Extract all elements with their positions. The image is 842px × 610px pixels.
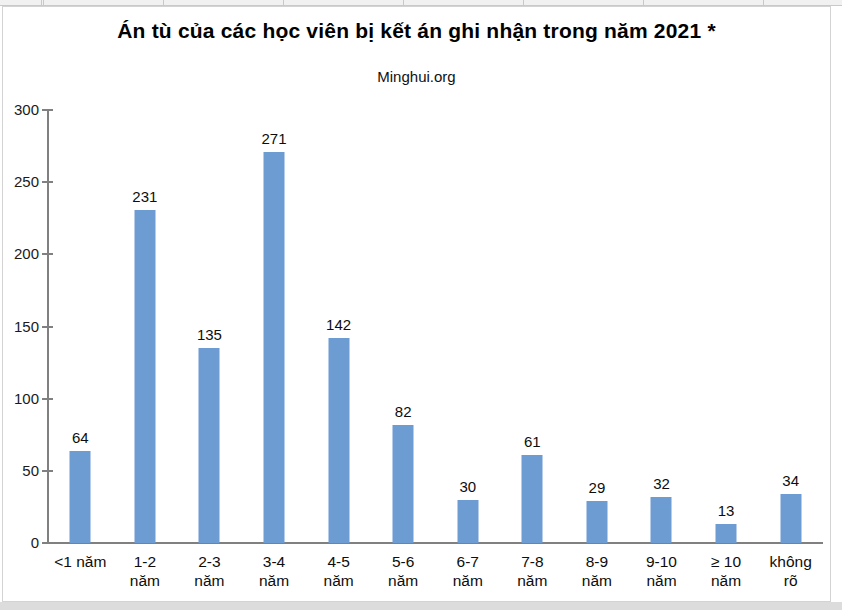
y-tick	[42, 398, 53, 400]
category-label: 9-10 năm	[625, 552, 698, 590]
bar[interactable]	[393, 425, 414, 543]
bar-column: 2713-4 năm	[242, 110, 307, 543]
bar-value-label: 231	[113, 188, 178, 205]
bar-value-label: 30	[435, 478, 500, 495]
bar-column: 2311-2 năm	[113, 110, 178, 543]
bar[interactable]	[780, 494, 801, 543]
bar-column: 825-6 năm	[371, 110, 436, 543]
bar[interactable]	[457, 500, 478, 543]
category-label: ≥ 10 năm	[690, 552, 763, 590]
category-label: 3-4 năm	[238, 552, 311, 590]
bar[interactable]	[199, 348, 220, 543]
category-label: 5-6 năm	[367, 552, 440, 590]
category-label: 7-8 năm	[496, 552, 569, 590]
y-tick	[42, 181, 53, 183]
y-tick-label: 50	[0, 462, 39, 480]
bar[interactable]	[586, 501, 607, 543]
bar-column: 298-9 năm	[565, 110, 630, 543]
bar-value-label: 61	[500, 433, 565, 450]
category-label: 2-3 năm	[173, 552, 246, 590]
bar[interactable]	[651, 497, 672, 543]
bar[interactable]	[264, 152, 285, 543]
category-label: 6-7 năm	[431, 552, 504, 590]
bar-column: 64<1 năm	[48, 110, 113, 543]
bar-column: 1352-3 năm	[177, 110, 242, 543]
category-label: 8-9 năm	[561, 552, 634, 590]
bar-value-label: 135	[177, 326, 242, 343]
bar-column: 13≥ 10 năm	[694, 110, 759, 543]
bars-container: 64<1 năm2311-2 năm1352-3 năm2713-4 năm14…	[48, 110, 823, 543]
y-tick	[42, 542, 53, 544]
bar-column: 34không rõ	[758, 110, 823, 543]
bar-value-label: 64	[48, 429, 113, 446]
y-tick-label: 100	[0, 390, 39, 408]
bar-column: 1424-5 năm	[306, 110, 371, 543]
chart-title: Án tù của các học viên bị kết án ghi nhậ…	[3, 19, 830, 43]
plot-area: 64<1 năm2311-2 năm1352-3 năm2713-4 năm14…	[48, 110, 823, 543]
bar-value-label: 13	[694, 502, 759, 519]
chart-subtitle: Minghui.org	[3, 68, 830, 85]
y-tick-label: 150	[0, 318, 39, 336]
bar-column: 306-7 năm	[435, 110, 500, 543]
bar-value-label: 34	[758, 472, 823, 489]
category-label: 1-2 năm	[109, 552, 182, 590]
bar[interactable]	[70, 451, 91, 543]
category-label: 4-5 năm	[302, 552, 375, 590]
bar-value-label: 29	[565, 479, 630, 496]
bar-value-label: 271	[242, 130, 307, 147]
category-label: <1 năm	[44, 552, 117, 571]
y-tick-label: 250	[0, 173, 39, 191]
y-tick-label: 300	[0, 101, 39, 119]
spreadsheet-screen: Án tù của các học viên bị kết án ghi nhậ…	[0, 0, 842, 610]
bottom-gray-strip	[0, 602, 842, 610]
y-tick	[42, 109, 53, 111]
chart-frame[interactable]: Án tù của các học viên bị kết án ghi nhậ…	[2, 6, 831, 602]
bar[interactable]	[134, 210, 155, 543]
bar-value-label: 82	[371, 403, 436, 420]
bar[interactable]	[716, 524, 737, 543]
y-tick	[42, 253, 53, 255]
category-label: không rõ	[754, 552, 827, 590]
bar-column: 329-10 năm	[629, 110, 694, 543]
bar[interactable]	[328, 338, 349, 543]
y-tick-label: 0	[0, 534, 39, 552]
bar[interactable]	[522, 455, 543, 543]
y-tick	[42, 470, 53, 472]
bar-column: 617-8 năm	[500, 110, 565, 543]
bar-value-label: 142	[306, 316, 371, 333]
bar-value-label: 32	[629, 475, 694, 492]
y-tick-label: 200	[0, 245, 39, 263]
y-tick	[42, 326, 53, 328]
